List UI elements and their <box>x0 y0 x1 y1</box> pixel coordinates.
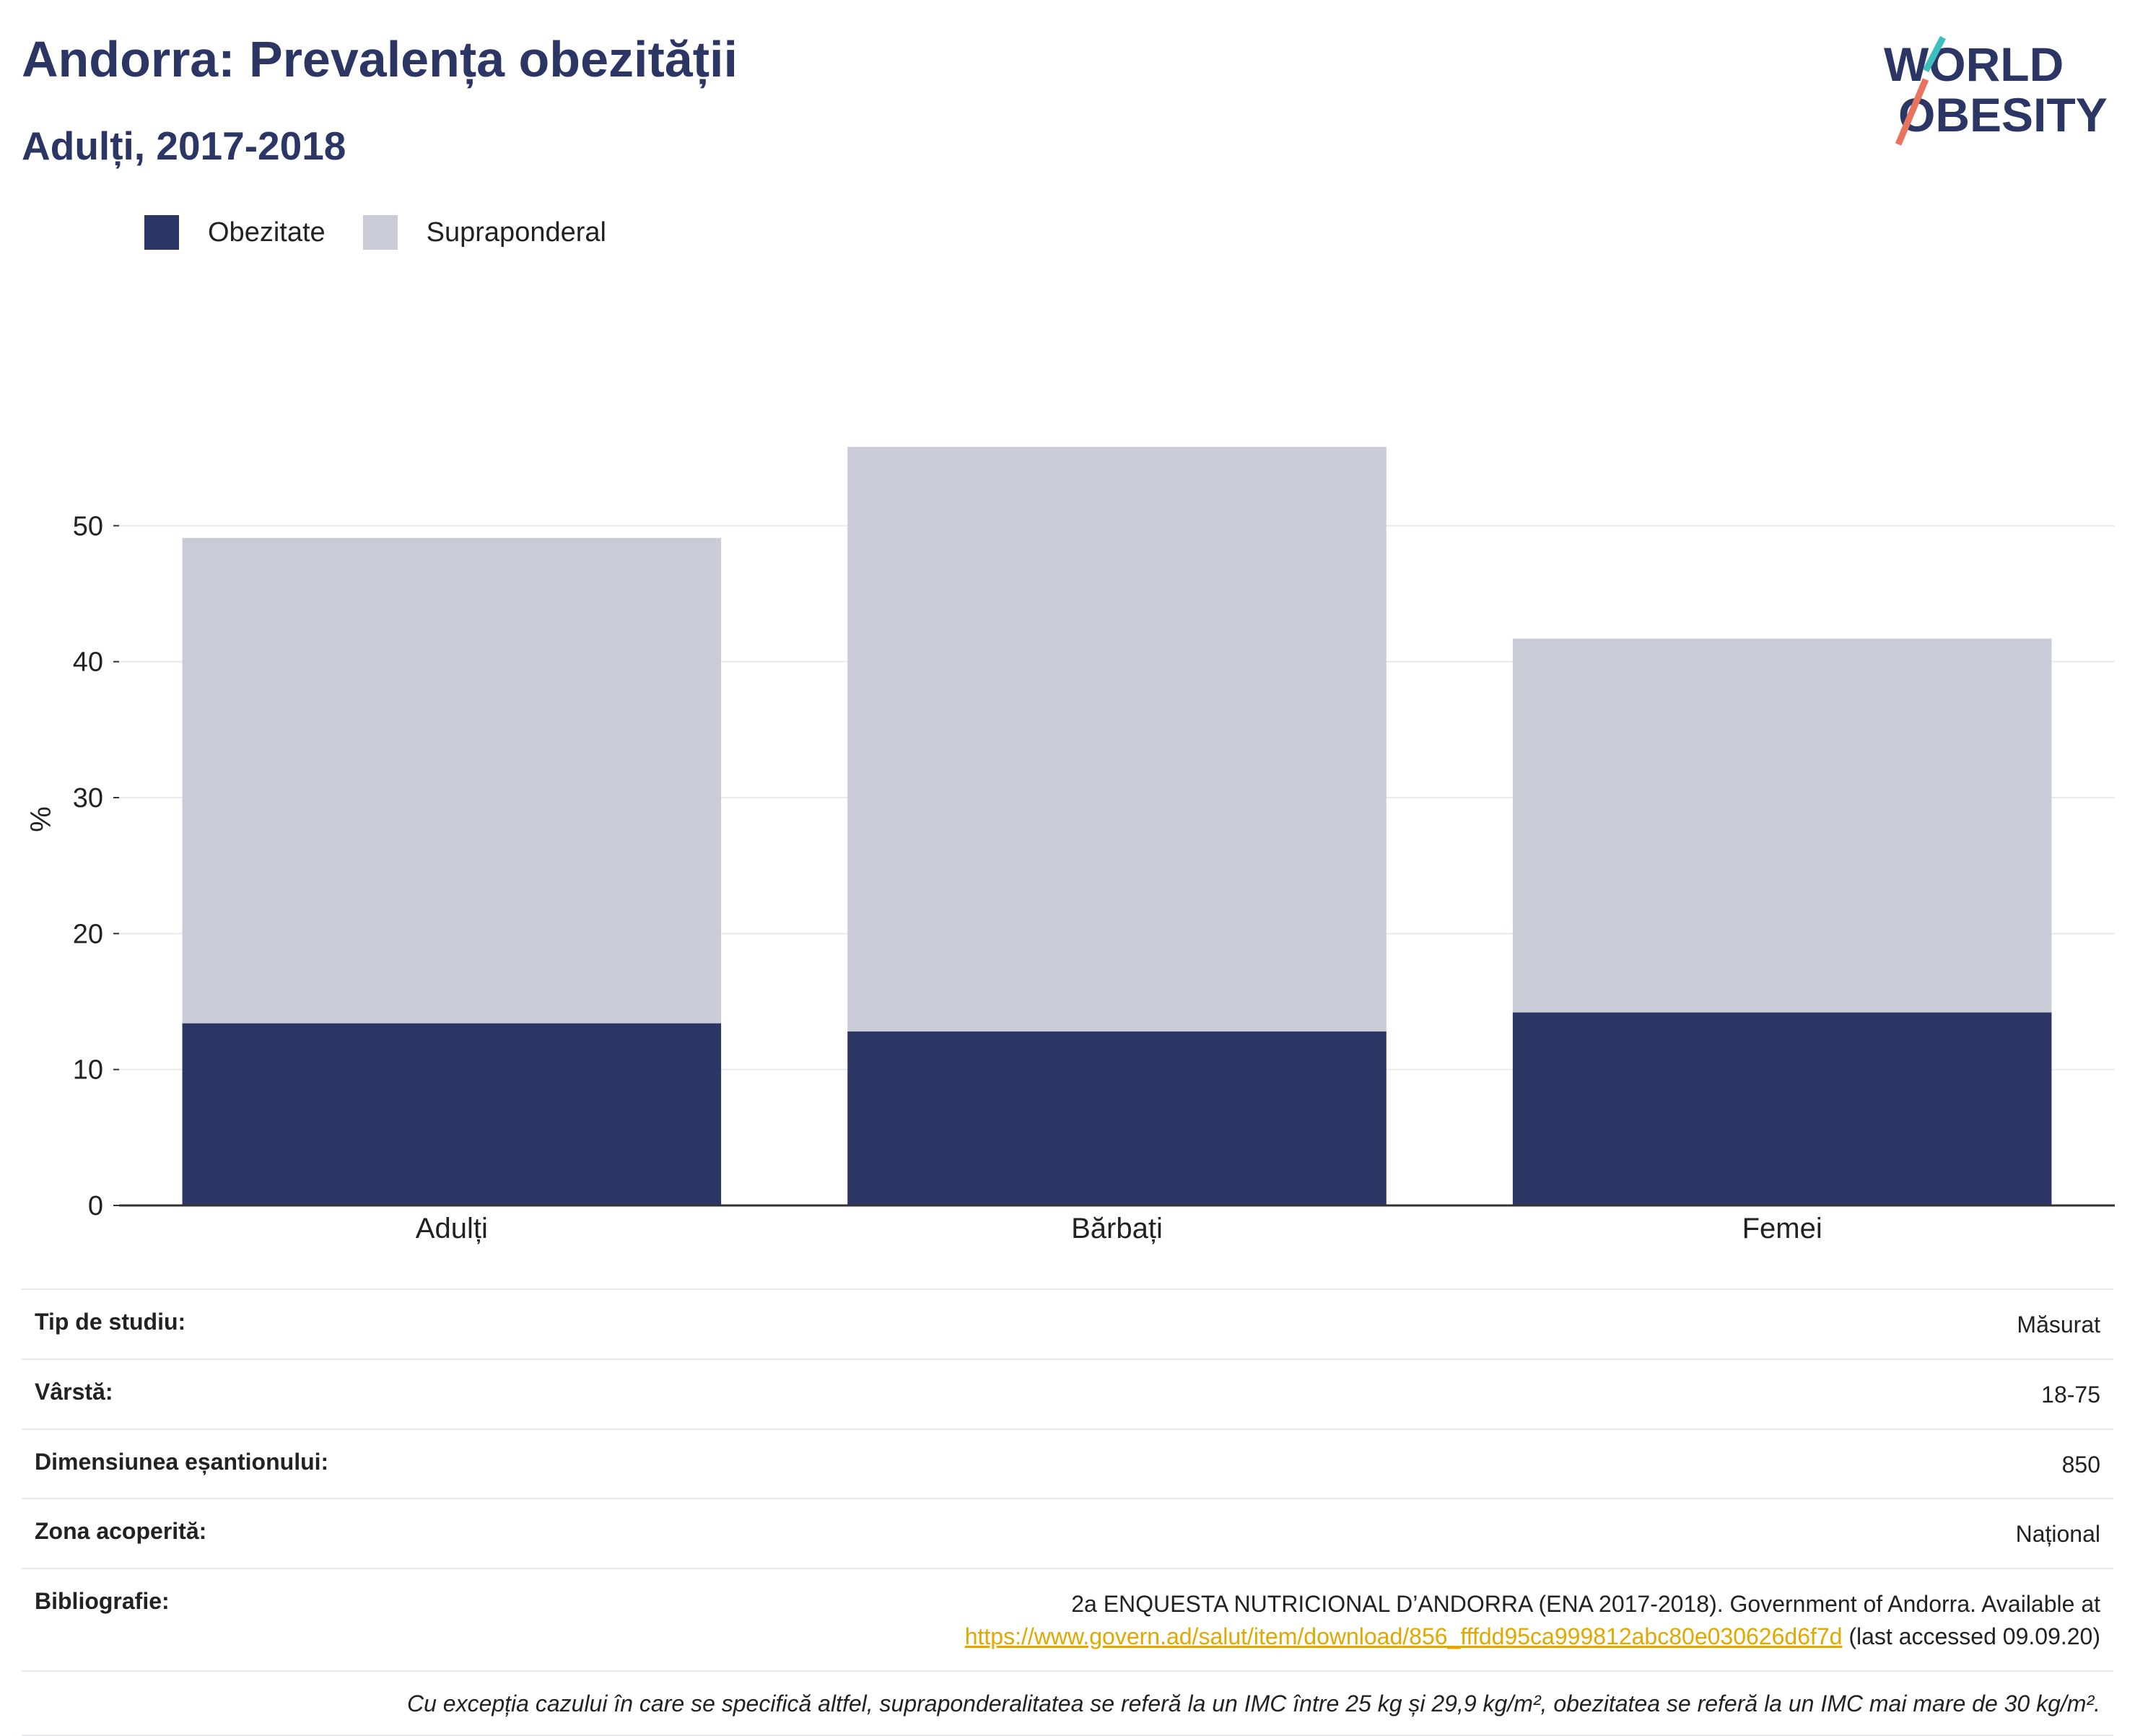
legend-item-overweight: Supraponderal <box>362 215 606 250</box>
info-label: Tip de studiu: <box>35 1309 186 1335</box>
bar-overweight <box>1512 638 2052 1013</box>
bar-obesity <box>182 1023 722 1205</box>
bar-overweight <box>847 447 1387 1031</box>
legend-label-obesity: Obezitate <box>208 217 326 248</box>
info-value: Național <box>2015 1521 2100 1548</box>
definition-note: Cu excepția cazului în care se specifică… <box>22 1670 2113 1736</box>
info-label: Dimensiunea eșantionului: <box>35 1448 329 1475</box>
chart-title: Andorra: Prevalența obezității <box>22 31 738 87</box>
y-axis-label: % <box>25 806 57 832</box>
info-row-coverage: Zona acoperită: Național <box>22 1498 2113 1568</box>
y-tick-label: 10 <box>73 1055 103 1086</box>
y-tick-label: 20 <box>73 919 103 949</box>
bibliography-suffix: (last accessed 09.09.20) <box>1842 1623 2100 1649</box>
info-label: Vârstă: <box>35 1378 113 1405</box>
study-info-table: Tip de studiu: Măsurat Vârstă: 18-75 Dim… <box>22 1288 2113 1736</box>
logo-line1: WORLD <box>1884 38 2064 91</box>
info-label: Bibliografie: <box>35 1588 170 1615</box>
legend-swatch-overweight <box>362 215 398 250</box>
logo-teal-slash <box>1923 35 1946 73</box>
x-tick-label: Adulți <box>416 1213 488 1244</box>
info-value: 18-75 <box>2041 1381 2100 1408</box>
bar-obesity <box>847 1031 1387 1205</box>
bar-overweight <box>182 538 722 1024</box>
y-tick-label: 30 <box>73 783 103 814</box>
chart-subtitle: Adulți, 2017-2018 <box>22 123 346 168</box>
bibliography-line1: 2a ENQUESTA NUTRICIONAL D’ANDORRA (ENA 2… <box>1071 1591 2100 1618</box>
info-row-bibliography: Bibliografie: 2a ENQUESTA NUTRICIONAL D’… <box>22 1568 2113 1670</box>
logo-line2: OBESITY <box>1898 88 2108 141</box>
x-tick-label: Femei <box>1742 1213 1822 1244</box>
bibliography-link[interactable]: https://www.govern.ad/salut/item/downloa… <box>964 1623 1843 1649</box>
info-value: Măsurat <box>2017 1312 2100 1338</box>
info-row-age: Vârstă: 18-75 <box>22 1358 2113 1429</box>
legend-item-obesity: Obezitate <box>144 215 326 250</box>
legend-label-overweight: Supraponderal <box>426 217 606 248</box>
bibliography-line2: https://www.govern.ad/salut/item/downloa… <box>965 1621 2100 1653</box>
legend-swatch-obesity <box>144 215 179 250</box>
x-tick-label: Bărbați <box>1071 1213 1163 1244</box>
info-label: Zona acoperită: <box>35 1518 207 1545</box>
logo-coral-slash <box>1895 78 1929 146</box>
bibliography-text: 2a ENQUESTA NUTRICIONAL D’ANDORRA (ENA 2… <box>965 1588 2100 1653</box>
world-obesity-logo: WORLD OBESITY <box>1877 29 2122 159</box>
info-value: 850 <box>2061 1451 2100 1478</box>
bar-chart: 0 10 20 30 40 50% Adulți Bărbați Femei <box>25 447 2115 1244</box>
info-row-study-type: Tip de studiu: Măsurat <box>22 1288 2113 1358</box>
world-obesity-logo-graphic: WORLD OBESITY <box>1884 35 2108 146</box>
y-tick-label: 40 <box>73 647 103 678</box>
chart-legend: Obezitate Supraponderal <box>144 215 644 250</box>
bar-obesity <box>1512 1012 2052 1205</box>
info-row-sample-size: Dimensiunea eșantionului: 850 <box>22 1428 2113 1499</box>
y-tick-label: 50 <box>73 511 103 541</box>
y-tick-label: 0 <box>88 1191 103 1221</box>
